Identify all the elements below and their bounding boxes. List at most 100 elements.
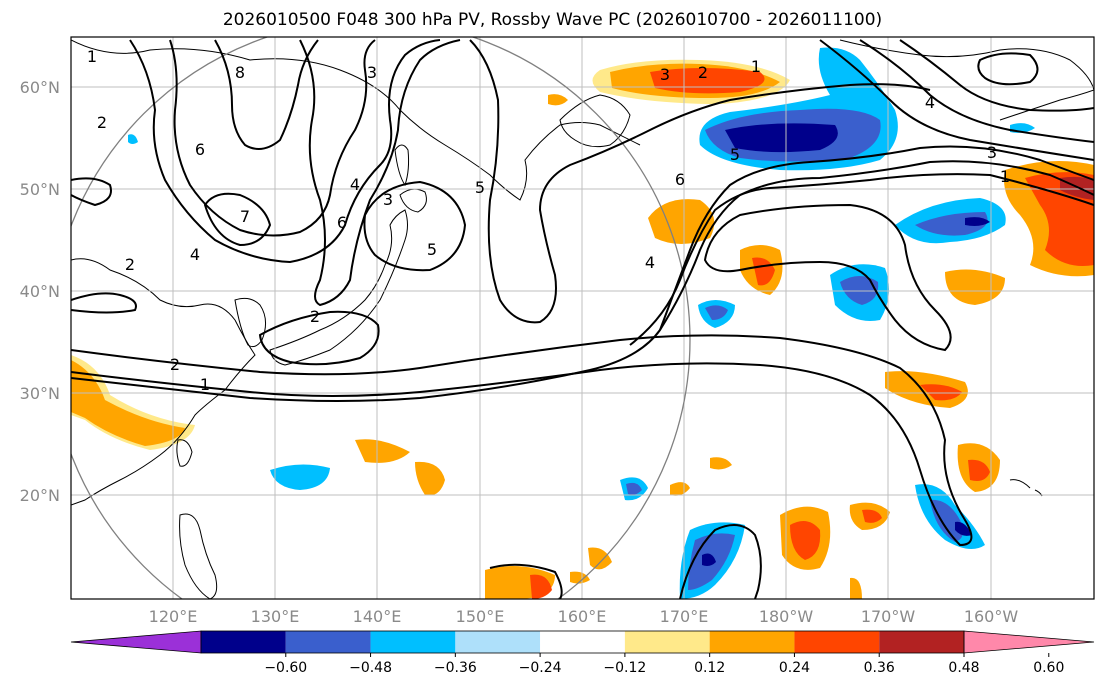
pv-contour xyxy=(703,203,952,352)
graticule xyxy=(71,37,1094,599)
lat-label: 40°N xyxy=(20,282,60,301)
pv-contour xyxy=(489,563,563,599)
anomaly-negative xyxy=(626,482,642,495)
lat-label: 30°N xyxy=(20,384,60,403)
contour-label: 2 xyxy=(310,307,320,326)
anomaly-negative xyxy=(128,134,138,144)
pv-contour xyxy=(363,180,467,272)
anomaly-positive xyxy=(670,482,690,496)
contour-label: 6 xyxy=(675,170,685,189)
anomaly-positive xyxy=(355,439,410,463)
colorbar-tick-label: 0.24 xyxy=(779,660,810,676)
colorbar-tick-label: 0.60 xyxy=(1033,660,1064,676)
contour-label: 4 xyxy=(925,93,935,112)
anomaly-positive xyxy=(588,547,612,570)
colorbar-segment xyxy=(455,631,541,653)
contour-label: 8 xyxy=(235,63,245,82)
lon-label: 170°W xyxy=(861,607,916,626)
pv-contour xyxy=(299,39,461,307)
pv-contour xyxy=(169,39,376,237)
contour-label: 7 xyxy=(240,207,250,226)
colorbar-extend-high xyxy=(963,630,1095,654)
colorbar-segment xyxy=(794,631,880,653)
pv-contour xyxy=(629,173,1094,346)
colorbar-tick-label: 0.36 xyxy=(864,660,895,676)
coastline-aleutians xyxy=(999,89,1094,121)
contour-label: 3 xyxy=(367,63,377,82)
contour-label: 6 xyxy=(195,140,205,159)
anomaly-positive xyxy=(710,457,732,470)
anomaly-positive xyxy=(862,509,882,523)
contour-label: 3 xyxy=(383,190,393,209)
pv-contour xyxy=(203,192,272,247)
colorbar-tick-label: −0.60 xyxy=(264,660,307,676)
pv-contour xyxy=(258,310,380,366)
pv-contour xyxy=(977,52,1039,86)
coastline-philippines xyxy=(179,513,218,599)
contour-label: 3 xyxy=(660,65,670,84)
pv-contour xyxy=(659,160,1094,331)
lon-label: 170°E xyxy=(660,607,709,626)
colorbar-tick-label: −0.48 xyxy=(349,660,392,676)
colorbar-tick-label: −0.12 xyxy=(603,660,646,676)
anomaly-negative xyxy=(965,217,990,226)
contour-label: 3 xyxy=(987,143,997,162)
contour-label: 5 xyxy=(730,145,740,164)
contour-label: 4 xyxy=(350,175,360,194)
lat-label: 50°N xyxy=(20,180,60,199)
longitude-labels: 120°E 130°E 140°E 150°E 160°E 170°E 180°… xyxy=(149,607,1019,626)
contour-label: 1 xyxy=(1000,167,1010,186)
anomaly-negative xyxy=(725,123,838,153)
pv-contour xyxy=(214,39,319,150)
contour-label: 5 xyxy=(475,178,485,197)
coastlines xyxy=(71,39,1094,599)
anomaly-positive xyxy=(530,574,552,599)
shaded-anomalies xyxy=(71,47,1094,599)
contour-label: 1 xyxy=(200,375,210,394)
contour-label: 4 xyxy=(645,253,655,272)
colorbar-segment xyxy=(879,631,964,653)
pv-contour xyxy=(129,39,441,264)
coastline-taiwan xyxy=(176,439,193,467)
colorbar-segment xyxy=(709,631,795,653)
contour-label: 2 xyxy=(125,255,135,274)
lon-label: 140°E xyxy=(353,607,402,626)
pv-contour xyxy=(679,524,762,599)
pv-contour xyxy=(859,39,1094,143)
latitude-labels: 60°N 50°N 40°N 30°N 20°N xyxy=(20,78,60,505)
contour-label: 4 xyxy=(190,245,200,264)
colorbar-tick-label: 0.12 xyxy=(694,660,725,676)
anomaly-negative xyxy=(705,305,728,320)
lat-label: 20°N xyxy=(20,486,60,505)
contour-label: 2 xyxy=(170,355,180,374)
lon-label: 130°E xyxy=(251,607,300,626)
pv-contour xyxy=(71,292,137,314)
contour-label: 5 xyxy=(427,240,437,259)
coastline-japan xyxy=(269,209,408,366)
contour-label: 2 xyxy=(97,113,107,132)
contour-label: 1 xyxy=(751,57,761,76)
pv-contours xyxy=(71,39,1094,599)
lon-label: 160°E xyxy=(558,607,607,626)
anomaly-positive xyxy=(945,269,1005,305)
colorbar-segment xyxy=(285,631,371,653)
anomaly-positive xyxy=(71,360,185,446)
map-title: 2026010500 F048 300 hPa PV, Rossby Wave … xyxy=(222,10,883,30)
coastline-hokkaido xyxy=(399,188,427,213)
pv-contour xyxy=(71,177,112,207)
anomaly-positive xyxy=(850,577,862,599)
pv-contour xyxy=(71,334,973,547)
colorbar-tick-label: 0.48 xyxy=(948,660,979,676)
coastline-alaska xyxy=(839,39,1094,91)
pv-contour xyxy=(469,39,931,324)
lon-label: 120°E xyxy=(149,607,198,626)
region-circle xyxy=(71,37,691,599)
lat-label: 60°N xyxy=(20,78,60,97)
anomaly-positive xyxy=(548,94,568,106)
anomaly-positive xyxy=(920,384,962,401)
lon-label: 160°W xyxy=(964,607,1019,626)
colorbar-segment xyxy=(201,631,286,653)
anomaly-positive xyxy=(968,459,990,481)
pv-contour xyxy=(899,39,1094,112)
